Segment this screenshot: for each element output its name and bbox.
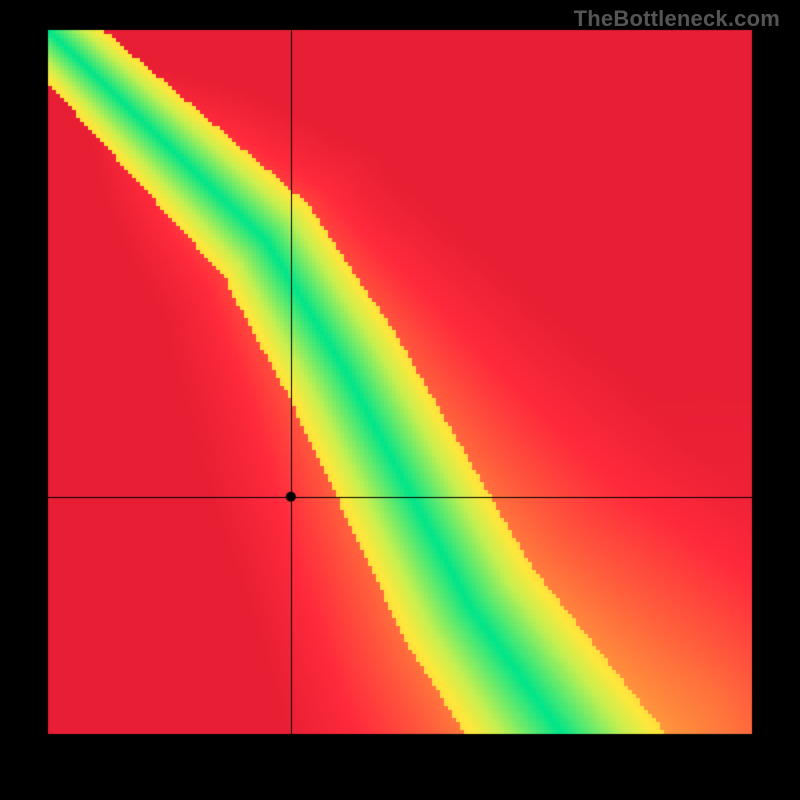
chart-container: TheBottleneck.com <box>0 0 800 800</box>
watermark-text: TheBottleneck.com <box>574 6 780 32</box>
heatmap-canvas <box>0 0 800 800</box>
